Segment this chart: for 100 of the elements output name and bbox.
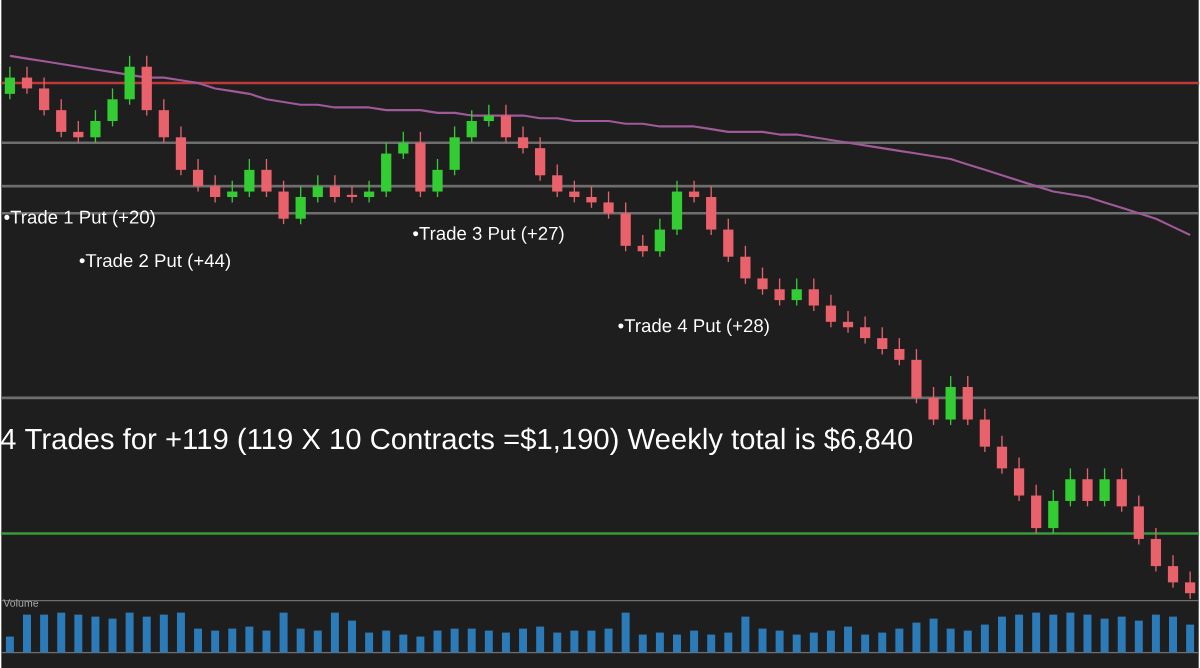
- candlestick: [1167, 554, 1179, 589]
- bar: [1117, 616, 1126, 653]
- bar: [690, 630, 699, 653]
- bar: [775, 630, 784, 653]
- candlestick: [945, 375, 956, 426]
- candlestick: [312, 174, 323, 203]
- candlestick: [56, 98, 67, 138]
- candlestick: [860, 315, 871, 344]
- candlestick: [141, 54, 152, 116]
- candlestick: [706, 185, 717, 236]
- candlestick: [90, 109, 101, 144]
- bar: [844, 626, 853, 653]
- bar: [159, 614, 168, 653]
- bar: [211, 630, 220, 653]
- candlestick: [192, 158, 204, 192]
- bar: [980, 624, 989, 653]
- candlestick: [654, 217, 666, 258]
- bar: [313, 630, 322, 653]
- bar: [997, 616, 1006, 653]
- bar: [809, 632, 818, 653]
- bar: [382, 630, 391, 653]
- candlestick: [808, 277, 819, 312]
- candlestick: [603, 190, 614, 220]
- bar: [142, 616, 151, 653]
- annotation: •Trade 3 Put (+27): [413, 226, 564, 244]
- annotation: •Trade 1 Put (+20): [4, 209, 155, 228]
- candlestick: [1031, 483, 1042, 534]
- annotation: 4 Trades for +119 (119 X 10 Contracts =$1,190) Weekly total is $6,840: [0, 427, 913, 455]
- bar: [125, 612, 134, 653]
- candlestick: [517, 125, 529, 154]
- bar: [929, 618, 938, 653]
- candlestick: [671, 179, 683, 236]
- bar: [826, 630, 835, 653]
- bar: [279, 612, 288, 653]
- candlestick: [1048, 489, 1059, 534]
- annotation: •Trade 4 Put (+28): [618, 318, 769, 336]
- candlestick: [1099, 467, 1110, 507]
- bar: [262, 630, 271, 653]
- bar: [1015, 614, 1024, 653]
- bar: [1186, 624, 1195, 653]
- bar: [228, 628, 237, 653]
- candlestick: [432, 158, 443, 198]
- bar: [861, 634, 870, 653]
- candlestick: [1082, 467, 1093, 507]
- bar: [194, 628, 203, 653]
- bar: [638, 634, 647, 653]
- bar: [878, 632, 887, 653]
- bar: [912, 622, 921, 653]
- candlestick: [825, 293, 837, 328]
- bar: [484, 630, 493, 653]
- bar: [108, 618, 117, 653]
- bar: [655, 632, 664, 653]
- candlestick: [21, 65, 33, 95]
- candlestick: [295, 185, 306, 225]
- bar: [519, 628, 528, 653]
- bar: [501, 632, 510, 653]
- bar: [399, 634, 408, 653]
- candlestick: [1150, 527, 1162, 572]
- candlestick: [261, 158, 272, 198]
- candlestick: [911, 348, 922, 404]
- candlestick: [774, 277, 785, 306]
- bar: [587, 630, 596, 653]
- candlestick: [124, 54, 135, 106]
- candlestick: [158, 98, 169, 144]
- candlestick: [962, 375, 973, 426]
- candlestick: [175, 125, 187, 176]
- bar: [724, 632, 733, 653]
- candlestick: [210, 174, 221, 203]
- bar: [416, 636, 425, 653]
- bar: [621, 612, 630, 653]
- candlestick: [740, 244, 751, 285]
- bar: [672, 634, 681, 653]
- bar: [553, 632, 562, 653]
- candlestick: [894, 337, 905, 366]
- candlestick: [996, 434, 1008, 475]
- candlestick: [552, 163, 563, 198]
- candlestick: [500, 103, 512, 144]
- bar: [707, 634, 716, 653]
- candlestick: [38, 76, 50, 116]
- candlestick: [278, 179, 289, 225]
- bar: [1134, 620, 1143, 653]
- candlestick: [1116, 467, 1127, 513]
- candlestick: [107, 87, 118, 127]
- bar: [1032, 612, 1041, 653]
- candlestick: [877, 326, 888, 355]
- bar: [348, 620, 356, 653]
- bar: [23, 614, 31, 653]
- candlestick: [979, 407, 990, 453]
- bar: [895, 628, 904, 653]
- bar: [176, 612, 185, 653]
- bar: [1100, 618, 1109, 653]
- candlestick: [381, 141, 392, 198]
- bar: [1151, 614, 1160, 653]
- bar: [330, 612, 339, 653]
- candlestick: [535, 136, 546, 182]
- bar: [74, 614, 83, 653]
- bar: [963, 630, 972, 653]
- candlestick: [1184, 570, 1196, 600]
- candlestick: [466, 109, 477, 144]
- bar: [365, 632, 374, 653]
